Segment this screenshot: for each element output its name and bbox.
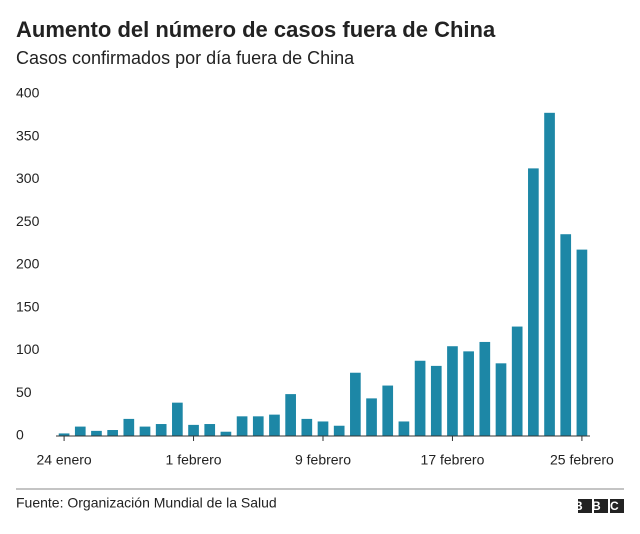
bar [285, 394, 296, 436]
bar [204, 424, 216, 436]
x-tick-label: 25 febrero [550, 452, 614, 468]
bar [301, 418, 313, 436]
bar [414, 360, 426, 436]
bar [528, 168, 539, 436]
y-tick-label: 50 [16, 384, 32, 400]
y-tick-label: 350 [16, 127, 40, 143]
y-tick-label: 100 [16, 341, 40, 357]
x-tick-label: 17 febrero [421, 452, 485, 468]
bar [317, 421, 329, 436]
bar [74, 426, 86, 436]
bar [382, 385, 394, 436]
chart-subtitle: Casos confirmados por día fuera de China [16, 48, 355, 68]
bar [511, 326, 523, 436]
bar [107, 430, 118, 436]
bar [398, 421, 410, 436]
bar [350, 372, 361, 436]
bar [495, 363, 507, 436]
bar [155, 424, 167, 436]
y-tick-label: 400 [16, 85, 40, 101]
bar [91, 430, 102, 436]
bar [269, 414, 280, 436]
chart-title: Aumento del número de casos fuera de Chi… [16, 17, 496, 42]
source: Fuente: Organización Mundial de la Salud [16, 495, 277, 511]
bar [463, 351, 474, 436]
y-tick-label: 0 [16, 427, 24, 443]
y-tick-label: 300 [16, 170, 40, 186]
bar [576, 249, 588, 436]
bar [252, 416, 264, 436]
y-tick-label: 150 [16, 298, 40, 314]
logo: BBC [574, 499, 628, 513]
bar [479, 341, 491, 436]
x-tick-label: 24 enero [36, 452, 91, 468]
bar [236, 416, 248, 436]
bar [560, 234, 572, 436]
bar [447, 346, 458, 436]
bar [188, 424, 199, 436]
bar [172, 402, 183, 436]
bar [430, 365, 442, 436]
bar [139, 426, 151, 436]
bar [366, 398, 377, 436]
bar [123, 418, 135, 436]
bar [333, 425, 345, 436]
bar [220, 431, 232, 436]
bar [58, 433, 70, 436]
logo-text: BBC [574, 499, 628, 513]
x-tick-label: 9 febrero [295, 452, 351, 468]
bar [544, 112, 555, 436]
y-tick-label: 250 [16, 213, 40, 229]
x-tick-label: 1 febrero [166, 452, 222, 468]
y-tick-label: 200 [16, 256, 40, 272]
